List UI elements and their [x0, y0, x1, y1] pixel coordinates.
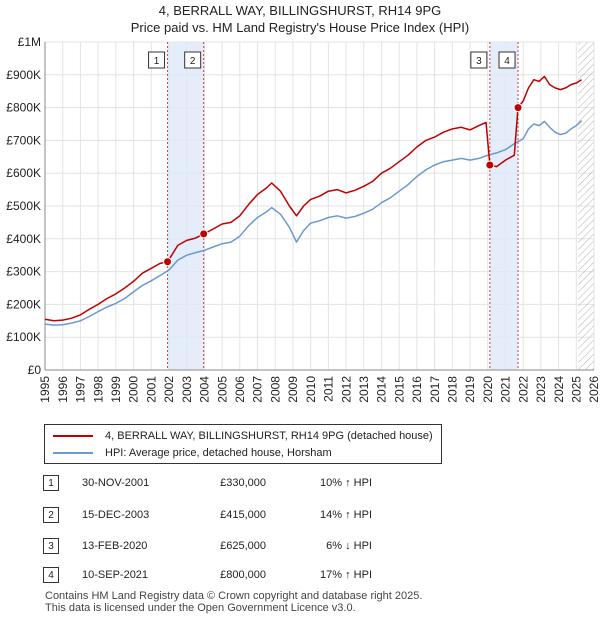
x-tick-label: 2024	[552, 376, 566, 403]
x-tick-label: 1998	[91, 376, 105, 403]
x-tick-label: 1996	[56, 376, 70, 403]
transaction-row: 4 10-SEP-2021 £800,000 17% ↑ HPI	[0, 567, 600, 589]
sale-number-label: 2	[190, 56, 196, 67]
legend-swatch-property	[53, 435, 93, 437]
x-tick-label: 1999	[109, 376, 123, 403]
x-tick-label: 2010	[304, 376, 318, 403]
x-tick-label: 2014	[375, 376, 389, 403]
sale-number-box	[498, 51, 516, 69]
transaction-date: 10-SEP-2021	[82, 569, 149, 581]
transaction-hpi-diff: 14% ↑ HPI	[320, 509, 372, 521]
property-price-line	[44, 75, 582, 322]
x-tick-label: 2016	[410, 376, 424, 403]
y-tick-label: £0	[28, 363, 42, 377]
transaction-date: 13-FEB-2020	[82, 540, 148, 552]
legend-item-property: 4, BERRALL WAY, BILLINGSHURST, RH14 9PG …	[53, 428, 433, 444]
sale-number-box	[184, 51, 202, 69]
sale-point	[513, 103, 523, 113]
x-tick-label: 2020	[481, 376, 495, 403]
transaction-hpi-diff: 6% ↓ HPI	[326, 540, 372, 552]
x-tick-label: 1997	[74, 376, 88, 403]
legend-swatch-hpi	[53, 452, 93, 454]
price-chart: £0 £100K £200K £300K £400K £500K £600K £700K £80…	[6, 35, 600, 403]
transaction-hpi-diff: 17% ↑ HPI	[320, 569, 372, 581]
chart-subtitle: Price paid vs. HM Land Registry's House …	[130, 20, 470, 35]
transaction-price: £415,000	[220, 509, 266, 521]
x-tick-label: 2012	[339, 376, 353, 403]
y-tick-label: £1M	[18, 35, 41, 49]
x-tick-label: 2004	[198, 376, 212, 403]
x-tick-label: 2017	[428, 376, 442, 403]
legend: 4, BERRALL WAY, BILLINGSHURST, RH14 9PG …	[44, 424, 442, 464]
transaction-date: 15-DEC-2003	[82, 509, 150, 521]
x-tick-label: 2009	[286, 376, 300, 403]
chart-title: 4, BERRALL WAY, BILLINGSHURST, RH14 9PG	[158, 3, 442, 18]
x-tick-label: 2023	[534, 376, 548, 403]
highlight-band	[167, 42, 204, 370]
y-tick-label: £300K	[6, 265, 41, 279]
x-tick-label: 1995	[38, 376, 52, 403]
x-tick-label: 2000	[127, 376, 141, 403]
y-tick-label: £900K	[6, 68, 41, 82]
x-tick-label: 2001	[144, 376, 158, 403]
y-tick-label: £400K	[6, 232, 41, 246]
x-tick-label: 2026	[587, 376, 600, 403]
x-tick-label: 2013	[357, 376, 371, 403]
x-tick-label: 2003	[180, 376, 194, 403]
x-tick-label: 2025	[569, 376, 583, 403]
y-tick-label: £200K	[6, 297, 41, 311]
y-tick-label: £500K	[6, 199, 41, 213]
footer-licence: This data is licensed under the Open Gov…	[45, 602, 356, 614]
sale-number-label: 1	[154, 56, 160, 67]
hpi-line	[44, 120, 583, 326]
x-tick-label: 2006	[233, 376, 247, 403]
transaction-hpi-diff: 10% ↑ HPI	[320, 477, 372, 489]
x-tick-label: 2007	[251, 376, 265, 403]
x-tick-label: 2018	[446, 376, 460, 403]
sale-point	[163, 257, 173, 267]
legend-item-hpi: HPI: Average price, detached house, Hors…	[53, 445, 332, 461]
x-tick-label: 2022	[516, 376, 530, 403]
sale-point	[199, 229, 209, 239]
transaction-price: £330,000	[220, 477, 266, 489]
x-tick-label: 2008	[268, 376, 282, 403]
transaction-number-badge: 2	[43, 507, 59, 523]
x-tick-label: 2019	[463, 376, 477, 403]
transaction-number-badge: 4	[43, 567, 59, 583]
transaction-price: £800,000	[220, 569, 266, 581]
x-tick-label: 2002	[162, 376, 176, 403]
sale-number-box	[470, 51, 488, 69]
transaction-row: 2 15-DEC-2003 £415,000 14% ↑ HPI	[0, 507, 600, 529]
x-tick-label: 2005	[215, 376, 229, 403]
y-tick-label: £100K	[6, 330, 41, 344]
x-tick-label: 2011	[322, 376, 336, 402]
y-tick-label: £600K	[6, 166, 41, 180]
transaction-row: 3 13-FEB-2020 £625,000 6% ↓ HPI	[0, 538, 600, 560]
footer-copyright: Contains HM Land Registry data © Crown c…	[45, 590, 423, 602]
sale-point	[485, 160, 495, 170]
x-tick-label: 2021	[499, 376, 513, 403]
legend-label-hpi: HPI: Average price, detached house, Hors…	[105, 447, 332, 459]
sale-number-box	[148, 51, 166, 69]
y-tick-label: £700K	[6, 133, 41, 147]
legend-label-property: 4, BERRALL WAY, BILLINGSHURST, RH14 9PG …	[105, 430, 433, 442]
transaction-number-badge: 3	[43, 538, 59, 554]
x-tick-label: 2015	[392, 376, 406, 403]
forecast-hatch	[578, 42, 594, 370]
transaction-price: £625,000	[220, 540, 266, 552]
y-tick-label: £800K	[6, 101, 41, 115]
transaction-number-badge: 1	[43, 475, 59, 491]
sale-number-label: 4	[504, 56, 510, 67]
highlight-band	[489, 42, 519, 370]
sale-number-label: 3	[476, 56, 482, 67]
transaction-date: 30-NOV-2001	[82, 477, 150, 489]
transaction-row: 1 30-NOV-2001 £330,000 10% ↑ HPI	[0, 475, 600, 497]
